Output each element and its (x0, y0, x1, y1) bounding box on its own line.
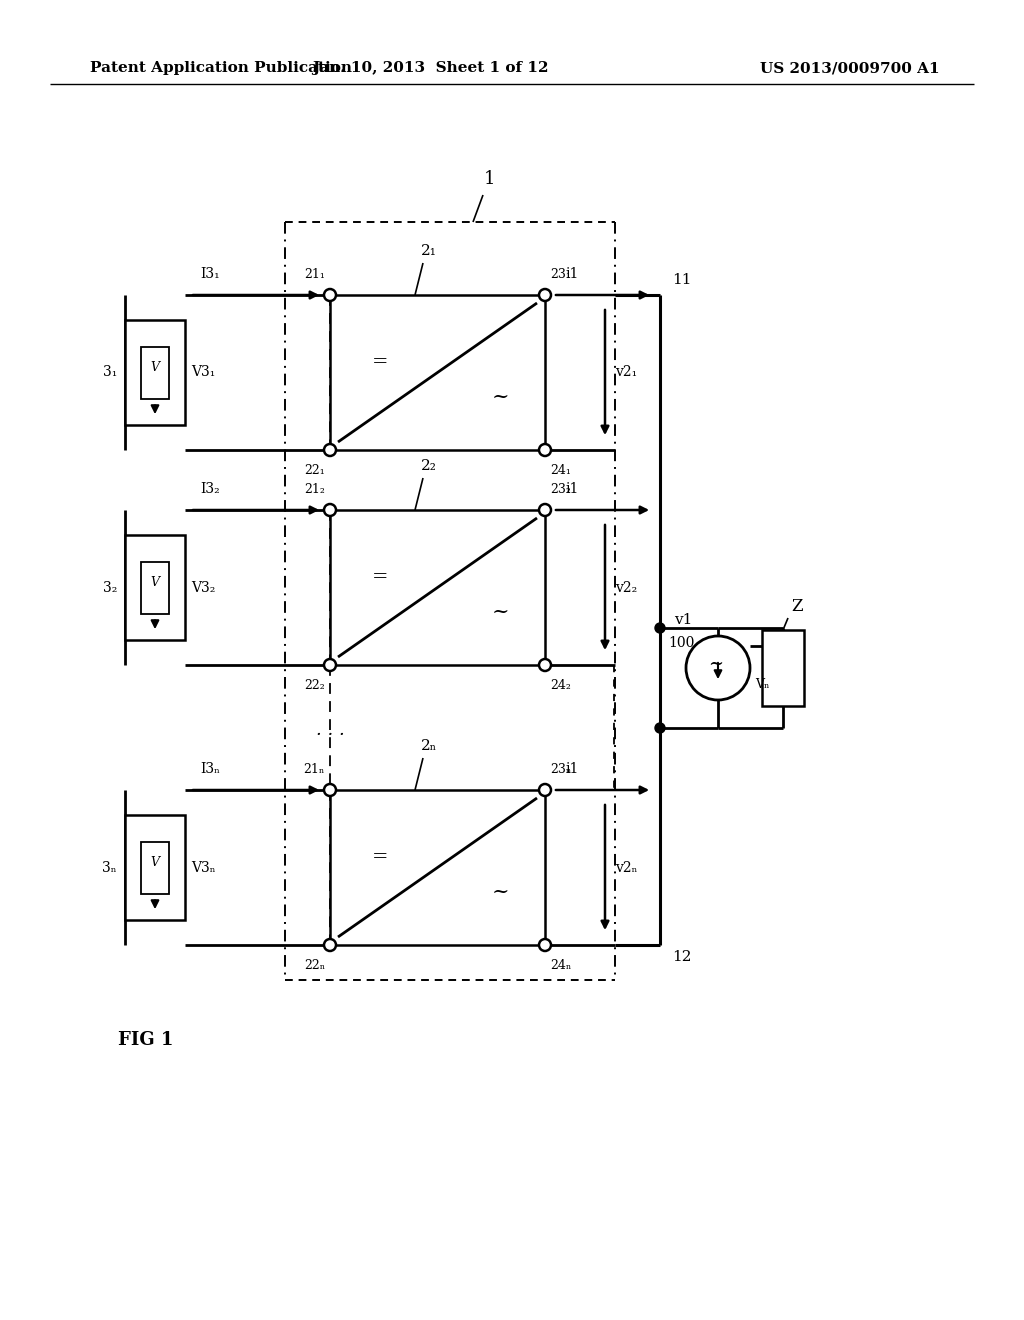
Bar (125, 319, 185, 425)
Circle shape (539, 939, 551, 950)
Text: Vₙ: Vₙ (755, 678, 769, 690)
Circle shape (539, 504, 551, 516)
Bar (141, 561, 169, 614)
Text: =: = (372, 569, 388, 586)
Text: v1: v1 (674, 612, 692, 627)
Text: ~: ~ (492, 603, 509, 622)
Text: 24ₙ: 24ₙ (550, 960, 571, 972)
Text: I3₂: I3₂ (200, 482, 220, 496)
Circle shape (539, 289, 551, 301)
Circle shape (324, 289, 336, 301)
Circle shape (324, 939, 336, 950)
Text: 23₁: 23₁ (550, 268, 570, 281)
Circle shape (655, 723, 665, 733)
Text: =: = (372, 849, 388, 866)
Text: 11: 11 (672, 273, 691, 286)
Text: Jan. 10, 2013  Sheet 1 of 12: Jan. 10, 2013 Sheet 1 of 12 (311, 61, 548, 75)
Circle shape (324, 504, 336, 516)
Text: i1: i1 (565, 482, 579, 496)
Text: 22ₙ: 22ₙ (304, 960, 325, 972)
Text: I3₁: I3₁ (200, 267, 220, 281)
Circle shape (655, 623, 665, 634)
Text: 24₂: 24₂ (550, 678, 570, 692)
Text: 2₂: 2₂ (421, 459, 437, 473)
Bar (141, 842, 169, 894)
Text: v2₁: v2₁ (615, 366, 637, 380)
Text: v2ₙ: v2ₙ (615, 861, 638, 874)
Text: 23₂: 23₂ (550, 483, 570, 496)
Text: 22₁: 22₁ (304, 465, 325, 477)
Circle shape (539, 784, 551, 796)
Text: ~: ~ (709, 655, 724, 673)
Text: Z: Z (791, 598, 803, 615)
Circle shape (539, 444, 551, 455)
Bar (330, 294, 545, 450)
Bar (125, 535, 185, 640)
Text: V3₁: V3₁ (191, 366, 215, 380)
Text: 24₁: 24₁ (550, 465, 570, 477)
Text: 21ₙ: 21ₙ (304, 763, 325, 776)
Bar (330, 510, 545, 665)
Text: 1: 1 (484, 170, 496, 187)
Bar (125, 814, 185, 920)
Text: V: V (151, 360, 160, 374)
Text: Patent Application Publication: Patent Application Publication (90, 61, 352, 75)
Text: 2₁: 2₁ (421, 244, 437, 257)
Text: . . .: . . . (315, 721, 344, 739)
Text: V: V (151, 576, 160, 589)
Circle shape (539, 659, 551, 671)
Text: 2ₙ: 2ₙ (421, 739, 437, 752)
Text: 3₂: 3₂ (102, 581, 117, 594)
Text: 12: 12 (672, 950, 691, 964)
Text: ~: ~ (492, 388, 509, 407)
Circle shape (324, 659, 336, 671)
Text: V: V (151, 855, 160, 869)
Text: 3₁: 3₁ (102, 366, 117, 380)
Text: 21₂: 21₂ (304, 483, 325, 496)
Text: 100: 100 (668, 636, 694, 649)
Text: 21₁: 21₁ (304, 268, 325, 281)
Text: i1: i1 (565, 762, 579, 776)
Text: FIG 1: FIG 1 (118, 1031, 173, 1049)
Text: V3ₙ: V3ₙ (191, 861, 216, 874)
Bar (141, 346, 169, 399)
Text: 3ₙ: 3ₙ (102, 861, 117, 874)
Text: v2₂: v2₂ (615, 581, 637, 594)
Text: I3ₙ: I3ₙ (200, 762, 220, 776)
Text: 23ₙ: 23ₙ (550, 763, 571, 776)
Text: =: = (372, 354, 388, 371)
Bar (330, 789, 545, 945)
Circle shape (324, 444, 336, 455)
Text: 22₂: 22₂ (304, 678, 325, 692)
Text: US 2013/0009700 A1: US 2013/0009700 A1 (760, 61, 940, 75)
Circle shape (324, 784, 336, 796)
Text: i1: i1 (565, 267, 579, 281)
Text: V3₂: V3₂ (191, 581, 215, 594)
Text: ~: ~ (492, 883, 509, 902)
Bar (762, 630, 804, 706)
